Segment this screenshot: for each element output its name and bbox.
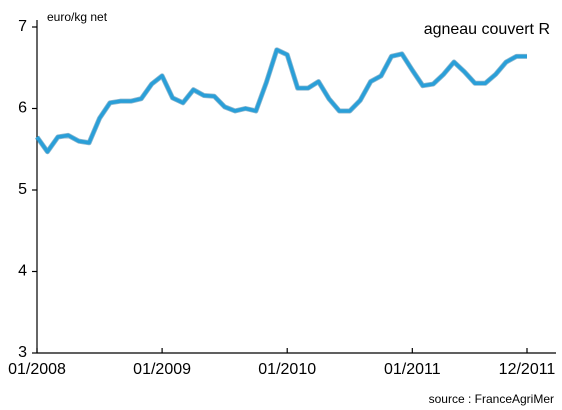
x-tick-label: 01/2011 [384,361,441,378]
x-tick-label: 12/2011 [499,361,556,378]
x-tick-label: 01/2008 [8,361,66,378]
y-tick-label: 6 [18,100,27,117]
y-tick-label: 3 [18,344,27,361]
y-tick-label: 5 [18,181,27,198]
series-line [35,48,527,154]
x-tick-label: 01/2009 [133,361,191,378]
y-tick-label: 7 [18,18,27,35]
y-tick-label: 4 [18,263,27,280]
source: source : FranceAgriMer [429,392,554,406]
y-axis-label: euro/kg net [47,10,108,24]
legend-entry: agneau couvert R [424,21,550,38]
x-tick-label: 01/2010 [258,361,316,378]
